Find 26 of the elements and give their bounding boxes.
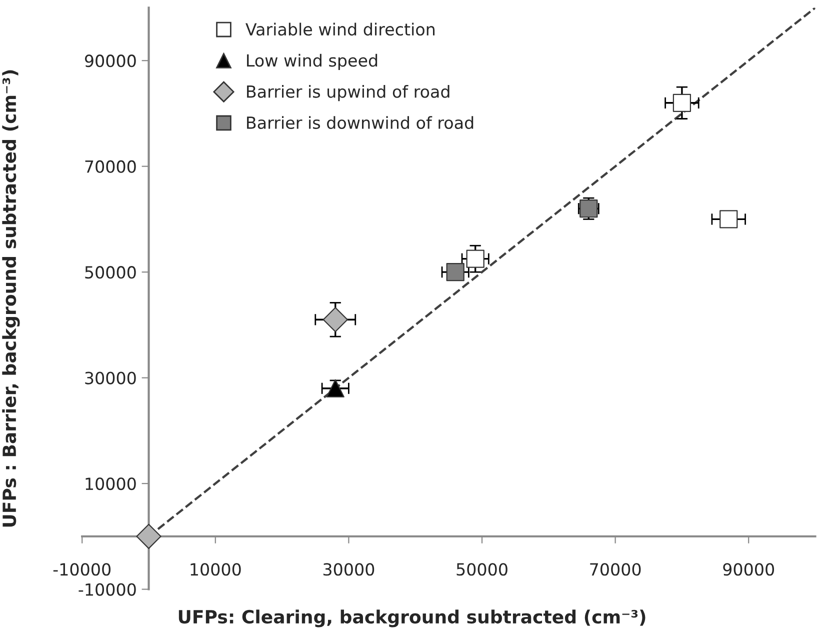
legend-label: Barrier is upwind of road bbox=[247, 84, 450, 102]
y-tick-label: 10000 bbox=[86, 477, 136, 490]
y-tick-label: 50000 bbox=[85, 266, 136, 279]
point bbox=[326, 379, 344, 398]
x-axis-title: UFPs: Clearing, background subtracted (cm⁻³) bbox=[178, 610, 646, 628]
y-tick-label: 70000 bbox=[85, 160, 136, 173]
point bbox=[136, 524, 162, 549]
point bbox=[322, 307, 348, 332]
y-tick-label: -10000 bbox=[78, 583, 136, 596]
x-tick-label: -10000 bbox=[53, 563, 111, 576]
y-tick-label: 90000 bbox=[84, 54, 136, 68]
y-tick-label: 30000 bbox=[85, 372, 136, 384]
x-tick-label: 50000 bbox=[456, 563, 508, 576]
legend-label: Barrier is downwind of road bbox=[247, 116, 474, 130]
point bbox=[580, 200, 598, 218]
point bbox=[466, 250, 484, 268]
point bbox=[672, 94, 692, 112]
y-axis-title: UFPs : Barrier, background subtracted (cm⁻³) bbox=[2, 70, 20, 527]
x-tick-label: 90000 bbox=[723, 563, 774, 576]
point bbox=[446, 263, 464, 282]
point bbox=[720, 210, 738, 228]
legend-label: Low wind speed bbox=[247, 54, 378, 70]
legend-label: Variable wind direction bbox=[246, 22, 435, 36]
x-tick-label: 10000 bbox=[190, 563, 241, 576]
x-tick-label: 30000 bbox=[323, 563, 374, 576]
x-tick-label: 70000 bbox=[590, 563, 641, 576]
